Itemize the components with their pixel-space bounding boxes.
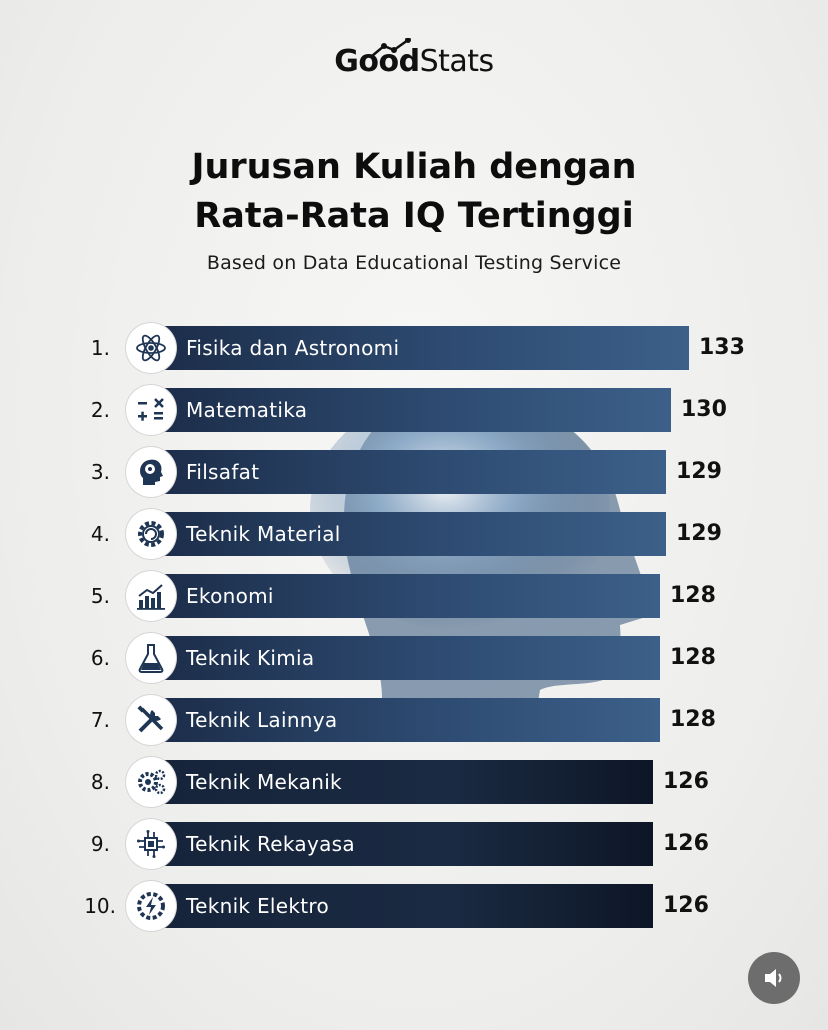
rank-number: 8. bbox=[90, 770, 110, 794]
category-icon-badge bbox=[126, 819, 176, 869]
title-line-1: Jurusan Kuliah dengan bbox=[191, 147, 637, 187]
category-icon-badge bbox=[126, 633, 176, 683]
category-icon-badge bbox=[126, 385, 176, 435]
rank-number: 3. bbox=[90, 460, 110, 484]
goodstats-logo: GoodStats bbox=[0, 38, 828, 79]
brain-head-icon bbox=[140, 459, 163, 485]
bar: Teknik Kimia bbox=[150, 636, 660, 680]
lightning-gear-icon bbox=[137, 892, 165, 920]
tools-icon bbox=[137, 705, 164, 733]
rank-number: 6. bbox=[90, 646, 110, 670]
category-icon-badge bbox=[126, 509, 176, 559]
atom-icon bbox=[136, 334, 166, 362]
speaker-icon bbox=[765, 969, 782, 987]
bar: Teknik Material bbox=[150, 512, 666, 556]
value-label: 126 bbox=[663, 893, 709, 918]
bar: Teknik Elektro bbox=[150, 884, 653, 928]
category-icon-badge bbox=[126, 447, 176, 497]
logo-light-text: Stats bbox=[419, 44, 495, 79]
value-label: 129 bbox=[676, 459, 722, 484]
bar: Matematika bbox=[150, 388, 671, 432]
bar-label: Teknik Elektro bbox=[186, 894, 330, 918]
chart-subtitle: Based on Data Educational Testing Servic… bbox=[206, 252, 622, 274]
audio-toggle-button[interactable] bbox=[748, 952, 800, 1004]
category-icon-badge bbox=[126, 323, 176, 373]
value-label: 130 bbox=[681, 397, 727, 422]
bar: Filsafat bbox=[150, 450, 666, 494]
rank-number: 10. bbox=[84, 894, 116, 918]
flask-icon bbox=[138, 644, 164, 673]
chart-title: Jurusan Kuliah dengan Rata-Rata IQ Terti… bbox=[0, 143, 828, 241]
category-icon-badge bbox=[126, 881, 176, 931]
category-icon-badge bbox=[126, 571, 176, 621]
bar: Teknik Rekayasa bbox=[150, 822, 653, 866]
bar-label: Ekonomi bbox=[186, 584, 274, 608]
rank-number: 7. bbox=[90, 708, 110, 732]
bar-label: Teknik Kimia bbox=[186, 646, 315, 670]
growth-chart-icon bbox=[137, 584, 165, 610]
bar-label: Teknik Mekanik bbox=[186, 770, 342, 794]
title-line-2: Rata-Rata IQ Tertinggi bbox=[194, 196, 634, 236]
bar-label: Teknik Material bbox=[186, 522, 341, 546]
logo-bold-text: Good bbox=[334, 44, 420, 79]
bar-label: Fisika dan Astronomi bbox=[186, 336, 400, 360]
bar: Teknik Lainnya bbox=[150, 698, 660, 742]
value-label: 128 bbox=[670, 645, 716, 670]
value-label: 126 bbox=[663, 769, 709, 794]
bar-label: Teknik Lainnya bbox=[186, 708, 338, 732]
trend-line-icon bbox=[371, 38, 411, 57]
category-icon-badge bbox=[126, 757, 176, 807]
bar-label: Teknik Rekayasa bbox=[186, 832, 355, 856]
rank-number: 1. bbox=[90, 336, 110, 360]
gear-icon bbox=[138, 521, 164, 547]
value-label: 128 bbox=[670, 707, 716, 732]
value-label: 126 bbox=[663, 831, 709, 856]
category-icon-badge bbox=[126, 695, 176, 745]
bar: Ekonomi bbox=[150, 574, 660, 618]
rank-number: 9. bbox=[90, 832, 110, 856]
rank-number: 2. bbox=[90, 398, 110, 422]
math-symbols-icon bbox=[138, 398, 164, 421]
value-label: 128 bbox=[670, 583, 716, 608]
gears-icon bbox=[138, 769, 166, 795]
bar-label: Matematika bbox=[186, 398, 308, 422]
rank-number: 5. bbox=[90, 584, 110, 608]
bar-label: Filsafat bbox=[186, 460, 260, 484]
circuit-chip-icon bbox=[137, 830, 165, 858]
bar: Fisika dan Astronomi bbox=[150, 326, 689, 370]
value-label: 129 bbox=[676, 521, 722, 546]
rank-number: 4. bbox=[90, 522, 110, 546]
value-label: 133 bbox=[699, 335, 745, 360]
bar: Teknik Mekanik bbox=[150, 760, 653, 804]
